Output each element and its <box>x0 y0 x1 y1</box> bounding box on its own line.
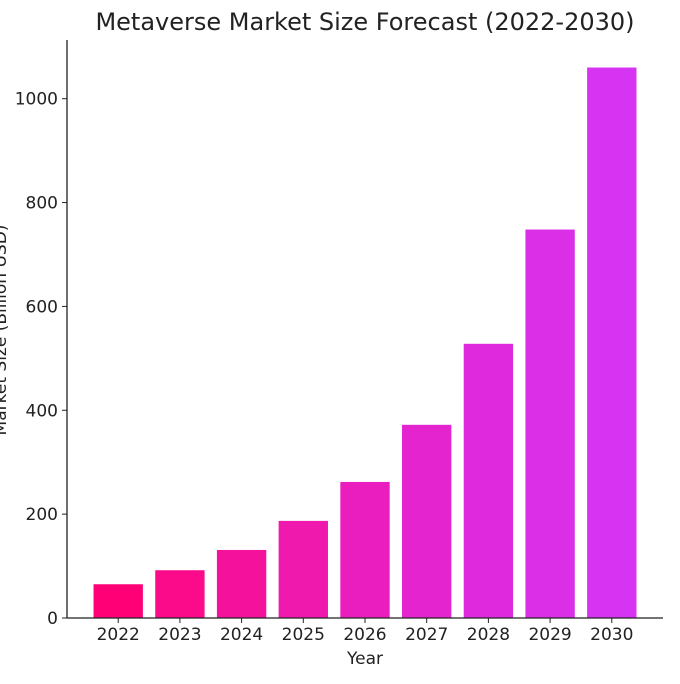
x-tick-label: 2023 <box>158 625 201 645</box>
x-tick-label: 2028 <box>467 625 510 645</box>
bar-2027 <box>402 424 452 618</box>
bar-2025 <box>278 520 328 618</box>
x-tick-label: 2030 <box>590 625 633 645</box>
x-tick-label: 2026 <box>343 625 386 645</box>
y-tick-label: 200 <box>26 505 58 525</box>
y-tick-label: 0 <box>47 609 58 629</box>
bar-2023 <box>155 570 205 618</box>
x-axis-label: Year <box>346 649 383 669</box>
chart-title: Metaverse Market Size Forecast (2022-203… <box>95 8 634 36</box>
bar-2026 <box>340 481 390 618</box>
x-tick-label: 2024 <box>220 625 263 645</box>
bar-2029 <box>525 229 575 618</box>
bar-2028 <box>463 343 514 618</box>
x-tick-label: 2027 <box>405 625 448 645</box>
x-tick-label: 2022 <box>97 625 140 645</box>
y-tick-label: 1000 <box>15 90 58 110</box>
y-axis-label: Market Size (Billion USD) <box>0 225 11 436</box>
bar-2024 <box>216 549 267 618</box>
y-tick-label: 800 <box>26 194 58 214</box>
x-tick-label: 2025 <box>282 625 325 645</box>
bar-2022 <box>93 584 143 618</box>
x-tick-label: 2029 <box>528 625 571 645</box>
y-tick-label: 600 <box>26 297 58 317</box>
bar-2030 <box>587 67 637 619</box>
y-tick-label: 400 <box>26 401 58 421</box>
